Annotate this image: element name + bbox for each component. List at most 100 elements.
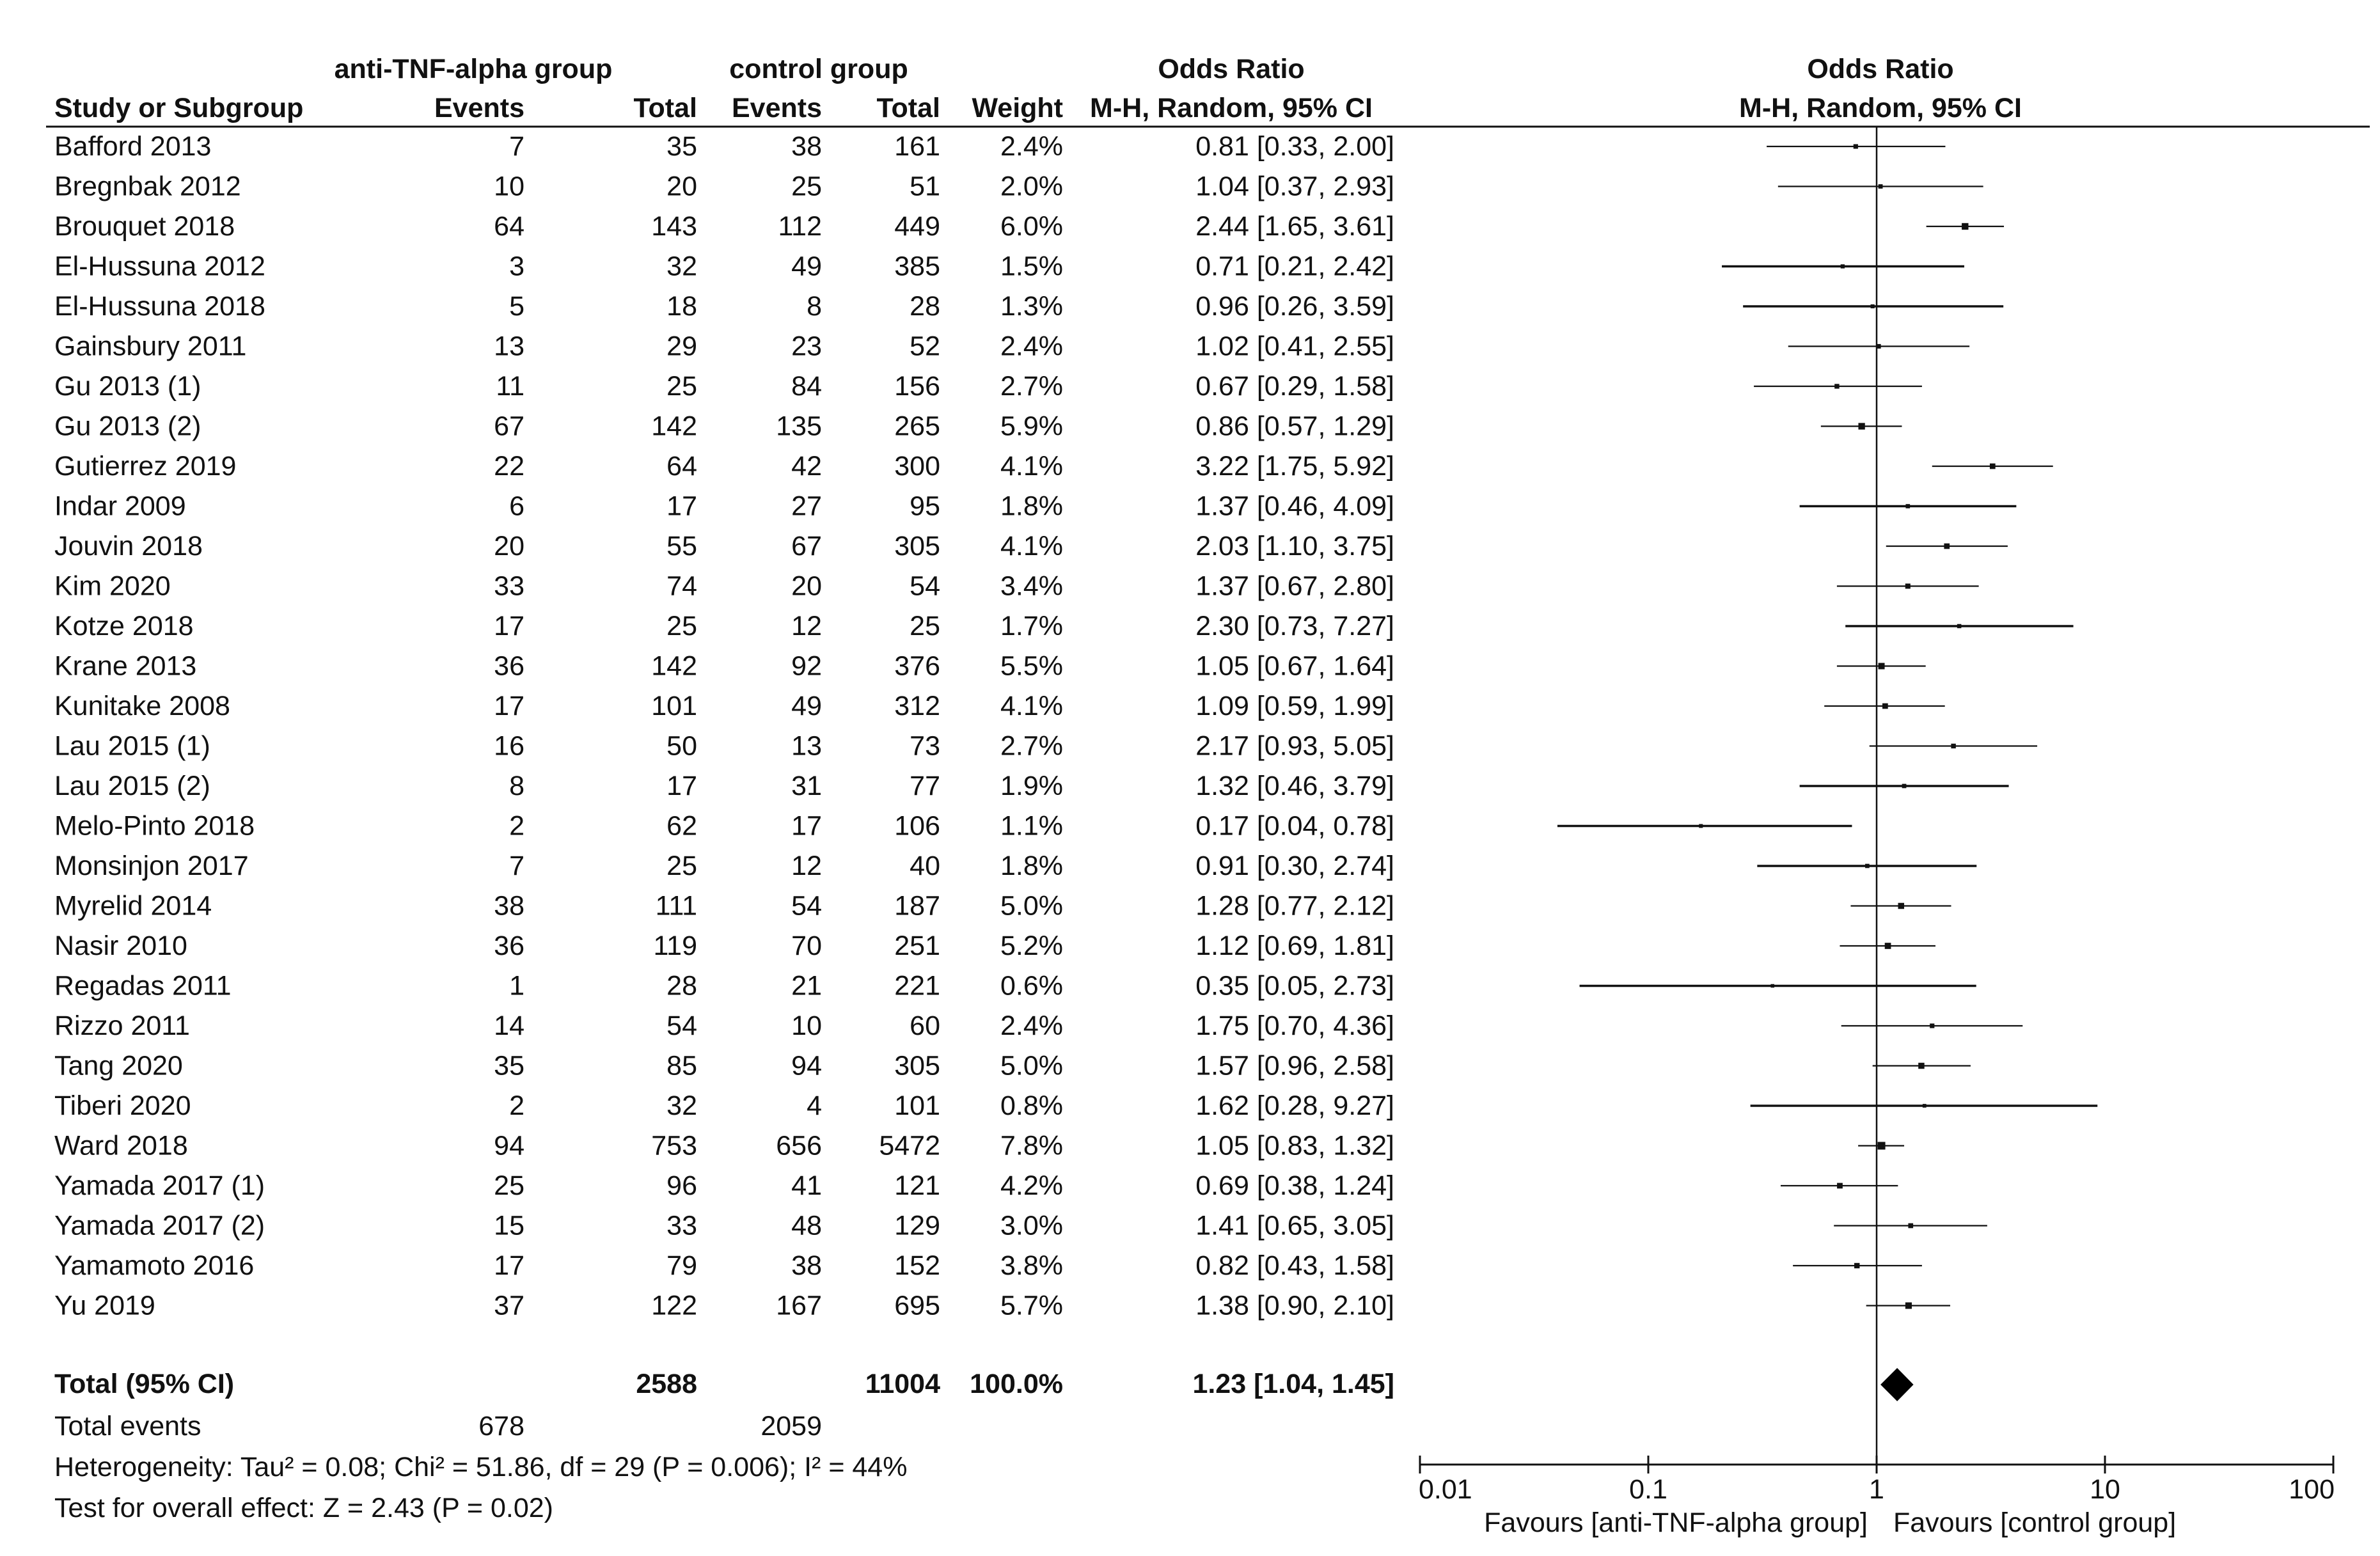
total-anti-tnf: 85 [666, 1051, 697, 1081]
events-control: 84 [791, 371, 822, 402]
events-anti-tnf: 20 [494, 531, 524, 562]
point-estimate-square [1870, 304, 1875, 309]
study-or-ci: 1.75 [0.70, 4.36] [1195, 1010, 1394, 1041]
table-row: Lau 2015 (1) 16 50 13 73 2.7% 2.17 [0.93, 5.05… [54, 731, 1394, 762]
study-name: Monsinjon 2017 [54, 851, 249, 881]
total-anti-tnf: 142 [651, 411, 697, 442]
events-anti-tnf: 1 [509, 971, 524, 1002]
total-control: 106 [894, 811, 940, 842]
study-weight: 4.1% [1000, 531, 1063, 562]
events-control: 48 [791, 1211, 822, 1241]
study-or-ci: 2.30 [0.73, 7.27] [1195, 611, 1394, 641]
study-weight: 6.0% [1000, 211, 1063, 242]
study-or-ci: 0.86 [0.57, 1.29] [1195, 411, 1394, 442]
events-anti-tnf: 67 [494, 411, 524, 442]
header-plot-title: Odds Ratio [1807, 54, 1953, 84]
events-control: 54 [791, 891, 822, 922]
total-anti-tnf: 35 [666, 131, 697, 162]
table-row: Kunitake 2008 17 101 49 312 4.1% 1.09 [0.59, 1… [54, 691, 1394, 721]
table-row: Jouvin 2018 20 55 67 305 4.1% 2.03 [1.10, 3.75… [54, 531, 1394, 562]
events-control: 70 [791, 931, 822, 961]
study-name: Kotze 2018 [54, 611, 194, 641]
study-name: Kunitake 2008 [54, 691, 230, 721]
x-tick-label: 1 [1869, 1474, 1884, 1505]
total-anti-tnf: 122 [651, 1291, 697, 1321]
total-anti-tnf: 25 [666, 851, 697, 881]
point-estimate-square [1951, 743, 1956, 749]
study-weight: 5.0% [1000, 1051, 1063, 1081]
total-anti-tnf: 33 [666, 1211, 697, 1241]
total-control: 265 [894, 411, 940, 442]
study-name: Indar 2009 [54, 491, 186, 522]
events-anti-tnf: 35 [494, 1051, 524, 1081]
events-anti-tnf: 16 [494, 731, 524, 762]
table-row: Nasir 2010 36 119 70 251 5.2% 1.12 [0.69, 1.81… [54, 931, 1394, 961]
study-or-ci: 1.57 [0.96, 2.58] [1195, 1051, 1394, 1081]
study-or-ci: 1.32 [0.46, 3.79] [1195, 771, 1394, 801]
point-estimate-square [1699, 824, 1703, 828]
total-events-label: Total events [54, 1411, 201, 1442]
study-name: Gainsbury 2011 [54, 331, 246, 362]
study-name: Krane 2013 [54, 651, 196, 682]
total-anti-tnf: 20 [666, 171, 697, 202]
study-or-ci: 3.22 [1.75, 5.92] [1195, 451, 1394, 482]
study-weight: 5.9% [1000, 411, 1063, 442]
x-tick-label: 10 [2090, 1474, 2120, 1505]
events-control: 49 [791, 251, 822, 282]
table-row: Yamamoto 2016 17 79 38 152 3.8% 0.82 [0.43, 1.… [54, 1250, 1394, 1281]
events-anti-tnf: 15 [494, 1211, 524, 1241]
events-control: 27 [791, 491, 822, 522]
study-name: Brouquet 2018 [54, 211, 235, 242]
study-weight: 0.8% [1000, 1090, 1063, 1121]
table-row: Gainsbury 2011 13 29 23 52 2.4% 1.02 [0.41, 2.… [54, 331, 1394, 362]
study-weight: 5.7% [1000, 1291, 1063, 1321]
total-anti-tnf: 74 [666, 571, 697, 602]
table-row: Myrelid 2014 38 111 54 187 5.0% 1.28 [0.77, 2.… [54, 891, 1394, 922]
events-control: 31 [791, 771, 822, 801]
study-or-ci: 1.05 [0.67, 1.64] [1195, 651, 1394, 682]
study-or-ci: 0.67 [0.29, 1.58] [1195, 371, 1394, 402]
study-name: Yamada 2017 (2) [54, 1211, 265, 1241]
point-estimate-square [1962, 223, 1969, 230]
study-or-ci: 1.37 [0.46, 4.09] [1195, 491, 1394, 522]
study-name: Tang 2020 [54, 1051, 183, 1081]
events-control: 67 [791, 531, 822, 562]
events-anti-tnf: 7 [509, 131, 524, 162]
events-control: 38 [791, 1250, 822, 1281]
total-anti-tnf: 62 [666, 811, 697, 842]
total-control: 121 [894, 1170, 940, 1201]
total-anti-tnf: 18 [666, 291, 697, 322]
events-control: 8 [807, 291, 822, 322]
total-anti-tnf: 17 [666, 771, 697, 801]
total-events-e2: 2059 [760, 1411, 822, 1442]
study-name: Gu 2013 (2) [54, 411, 201, 442]
point-estimate-square [1837, 1183, 1843, 1189]
study-or-ci: 1.04 [0.37, 2.93] [1195, 171, 1394, 202]
study-or-ci: 1.05 [0.83, 1.32] [1195, 1131, 1394, 1161]
events-control: 25 [791, 171, 822, 202]
study-or-ci: 0.69 [0.38, 1.24] [1195, 1170, 1394, 1201]
point-estimate-square [1865, 863, 1870, 868]
table-row: Yu 2019 37 122 167 695 5.7% 1.38 [0.90, 2.10] [54, 1291, 1394, 1321]
heterogeneity-text: Heterogeneity: Tau² = 0.08; Chi² = 51.86… [54, 1452, 907, 1482]
study-name: Yamamoto 2016 [54, 1250, 254, 1281]
point-estimate-square [1902, 783, 1907, 789]
events-anti-tnf: 11 [496, 371, 524, 402]
point-estimate-square [1834, 384, 1840, 389]
study-name: Rizzo 2011 [54, 1010, 190, 1041]
total-control: 101 [894, 1090, 940, 1121]
study-weight: 7.8% [1000, 1131, 1063, 1161]
total-anti-tnf: 64 [666, 451, 697, 482]
study-weight: 1.7% [1000, 611, 1063, 641]
study-or-ci: 1.28 [0.77, 2.12] [1195, 891, 1394, 922]
study-name: Lau 2015 (1) [54, 731, 210, 762]
events-anti-tnf: 14 [494, 1010, 524, 1041]
events-anti-tnf: 64 [494, 211, 524, 242]
events-anti-tnf: 36 [494, 651, 524, 682]
point-estimate-square [1878, 184, 1883, 189]
point-estimate-square [1918, 1062, 1925, 1069]
study-name: Gutierrez 2019 [54, 451, 236, 482]
events-control: 656 [776, 1131, 822, 1161]
events-control: 49 [791, 691, 822, 721]
